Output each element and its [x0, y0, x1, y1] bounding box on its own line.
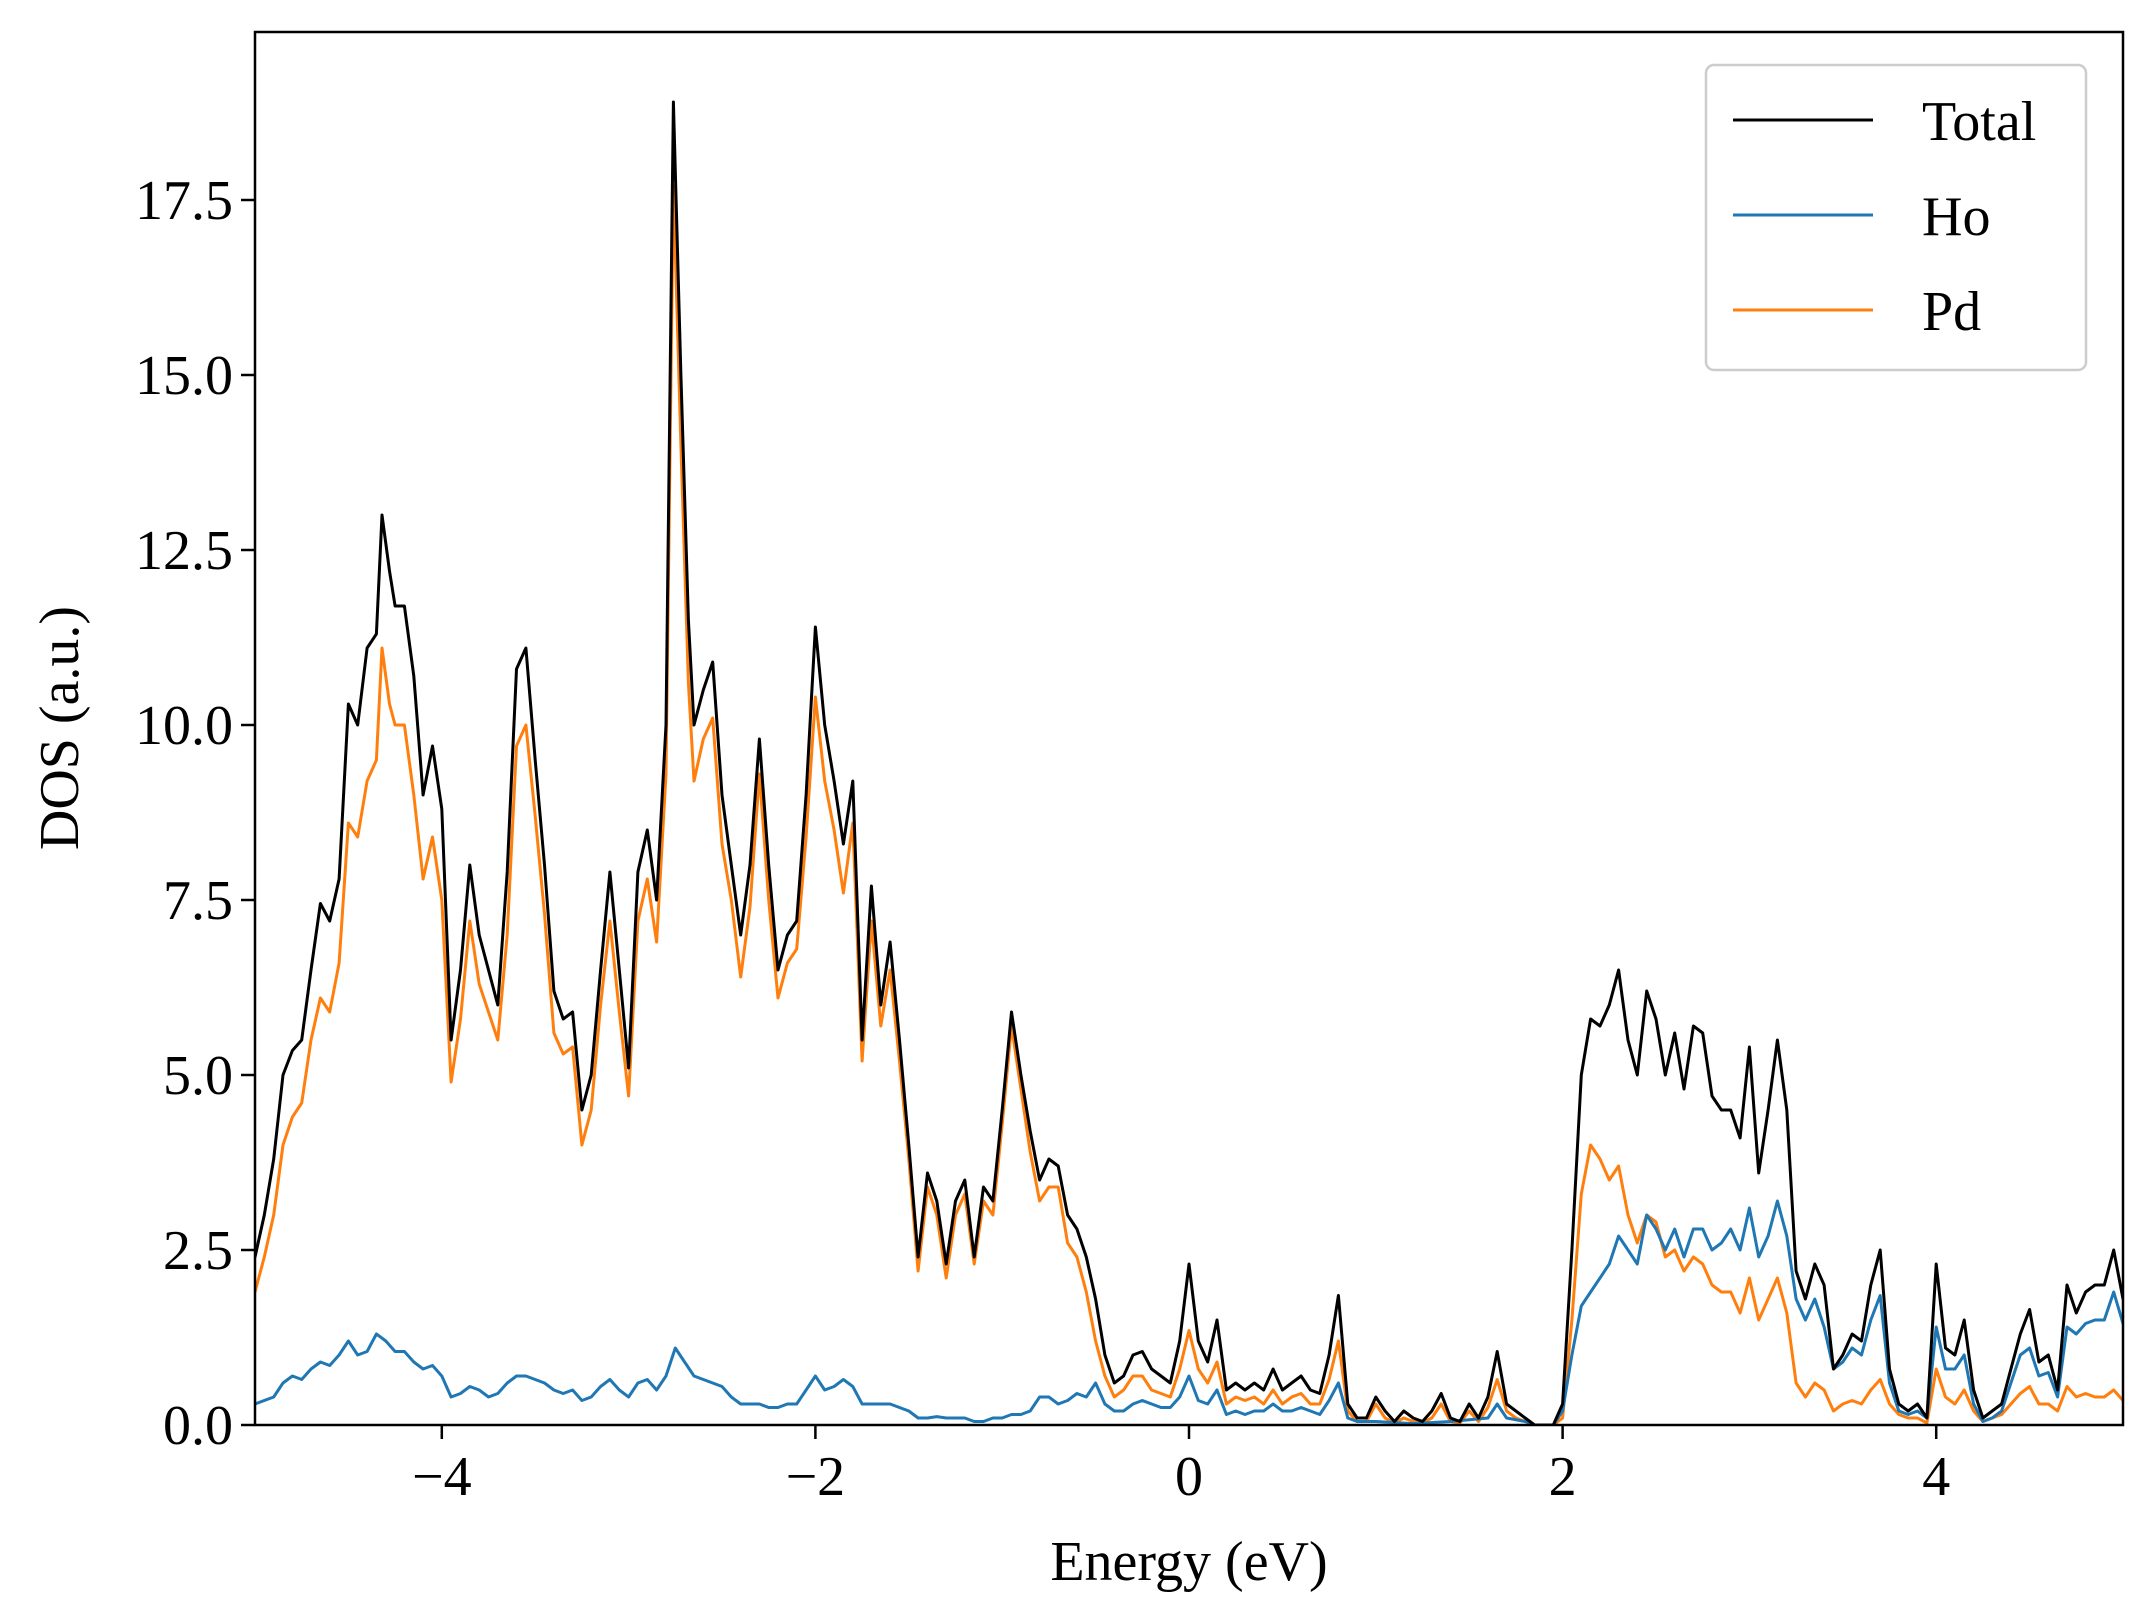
y-tick-label: 12.5 [135, 520, 233, 582]
y-axis: 0.0 2.5 5.0 7.5 10.0 12.5 15.0 17.5 [135, 170, 255, 1457]
x-axis-label: Energy (eV) [1050, 1531, 1327, 1593]
series-line-total [255, 100, 2123, 1425]
y-tick-label: 15.0 [135, 345, 233, 407]
y-tick-label: 0.0 [163, 1395, 233, 1457]
y-tick-label: 5.0 [163, 1045, 233, 1107]
legend: Total Ho Pd [1704, 63, 2088, 372]
legend-label-pd: Pd [1922, 281, 1981, 343]
x-tick-label: 4 [1922, 1446, 1950, 1508]
y-tick-label: 10.0 [135, 695, 233, 757]
y-tick-label: 17.5 [135, 170, 233, 232]
x-tick-label: −2 [786, 1446, 846, 1508]
series-layer [255, 100, 2123, 1425]
legend-box [1704, 63, 2088, 372]
legend-entries: Total Ho Pd [1733, 91, 2036, 343]
x-tick-label: 2 [1549, 1446, 1577, 1508]
series-line-pd [255, 184, 2123, 1425]
x-tick-label: 0 [1175, 1446, 1203, 1508]
x-tick-label: −4 [412, 1446, 472, 1508]
x-axis: −4 −2 0 2 4 [412, 1425, 1950, 1508]
y-tick-label: 2.5 [163, 1220, 233, 1282]
y-axis-label: DOS (a.u.) [29, 606, 91, 850]
legend-label-total: Total [1922, 91, 2036, 153]
legend-label-ho: Ho [1922, 186, 1990, 248]
y-tick-label: 7.5 [163, 870, 233, 932]
